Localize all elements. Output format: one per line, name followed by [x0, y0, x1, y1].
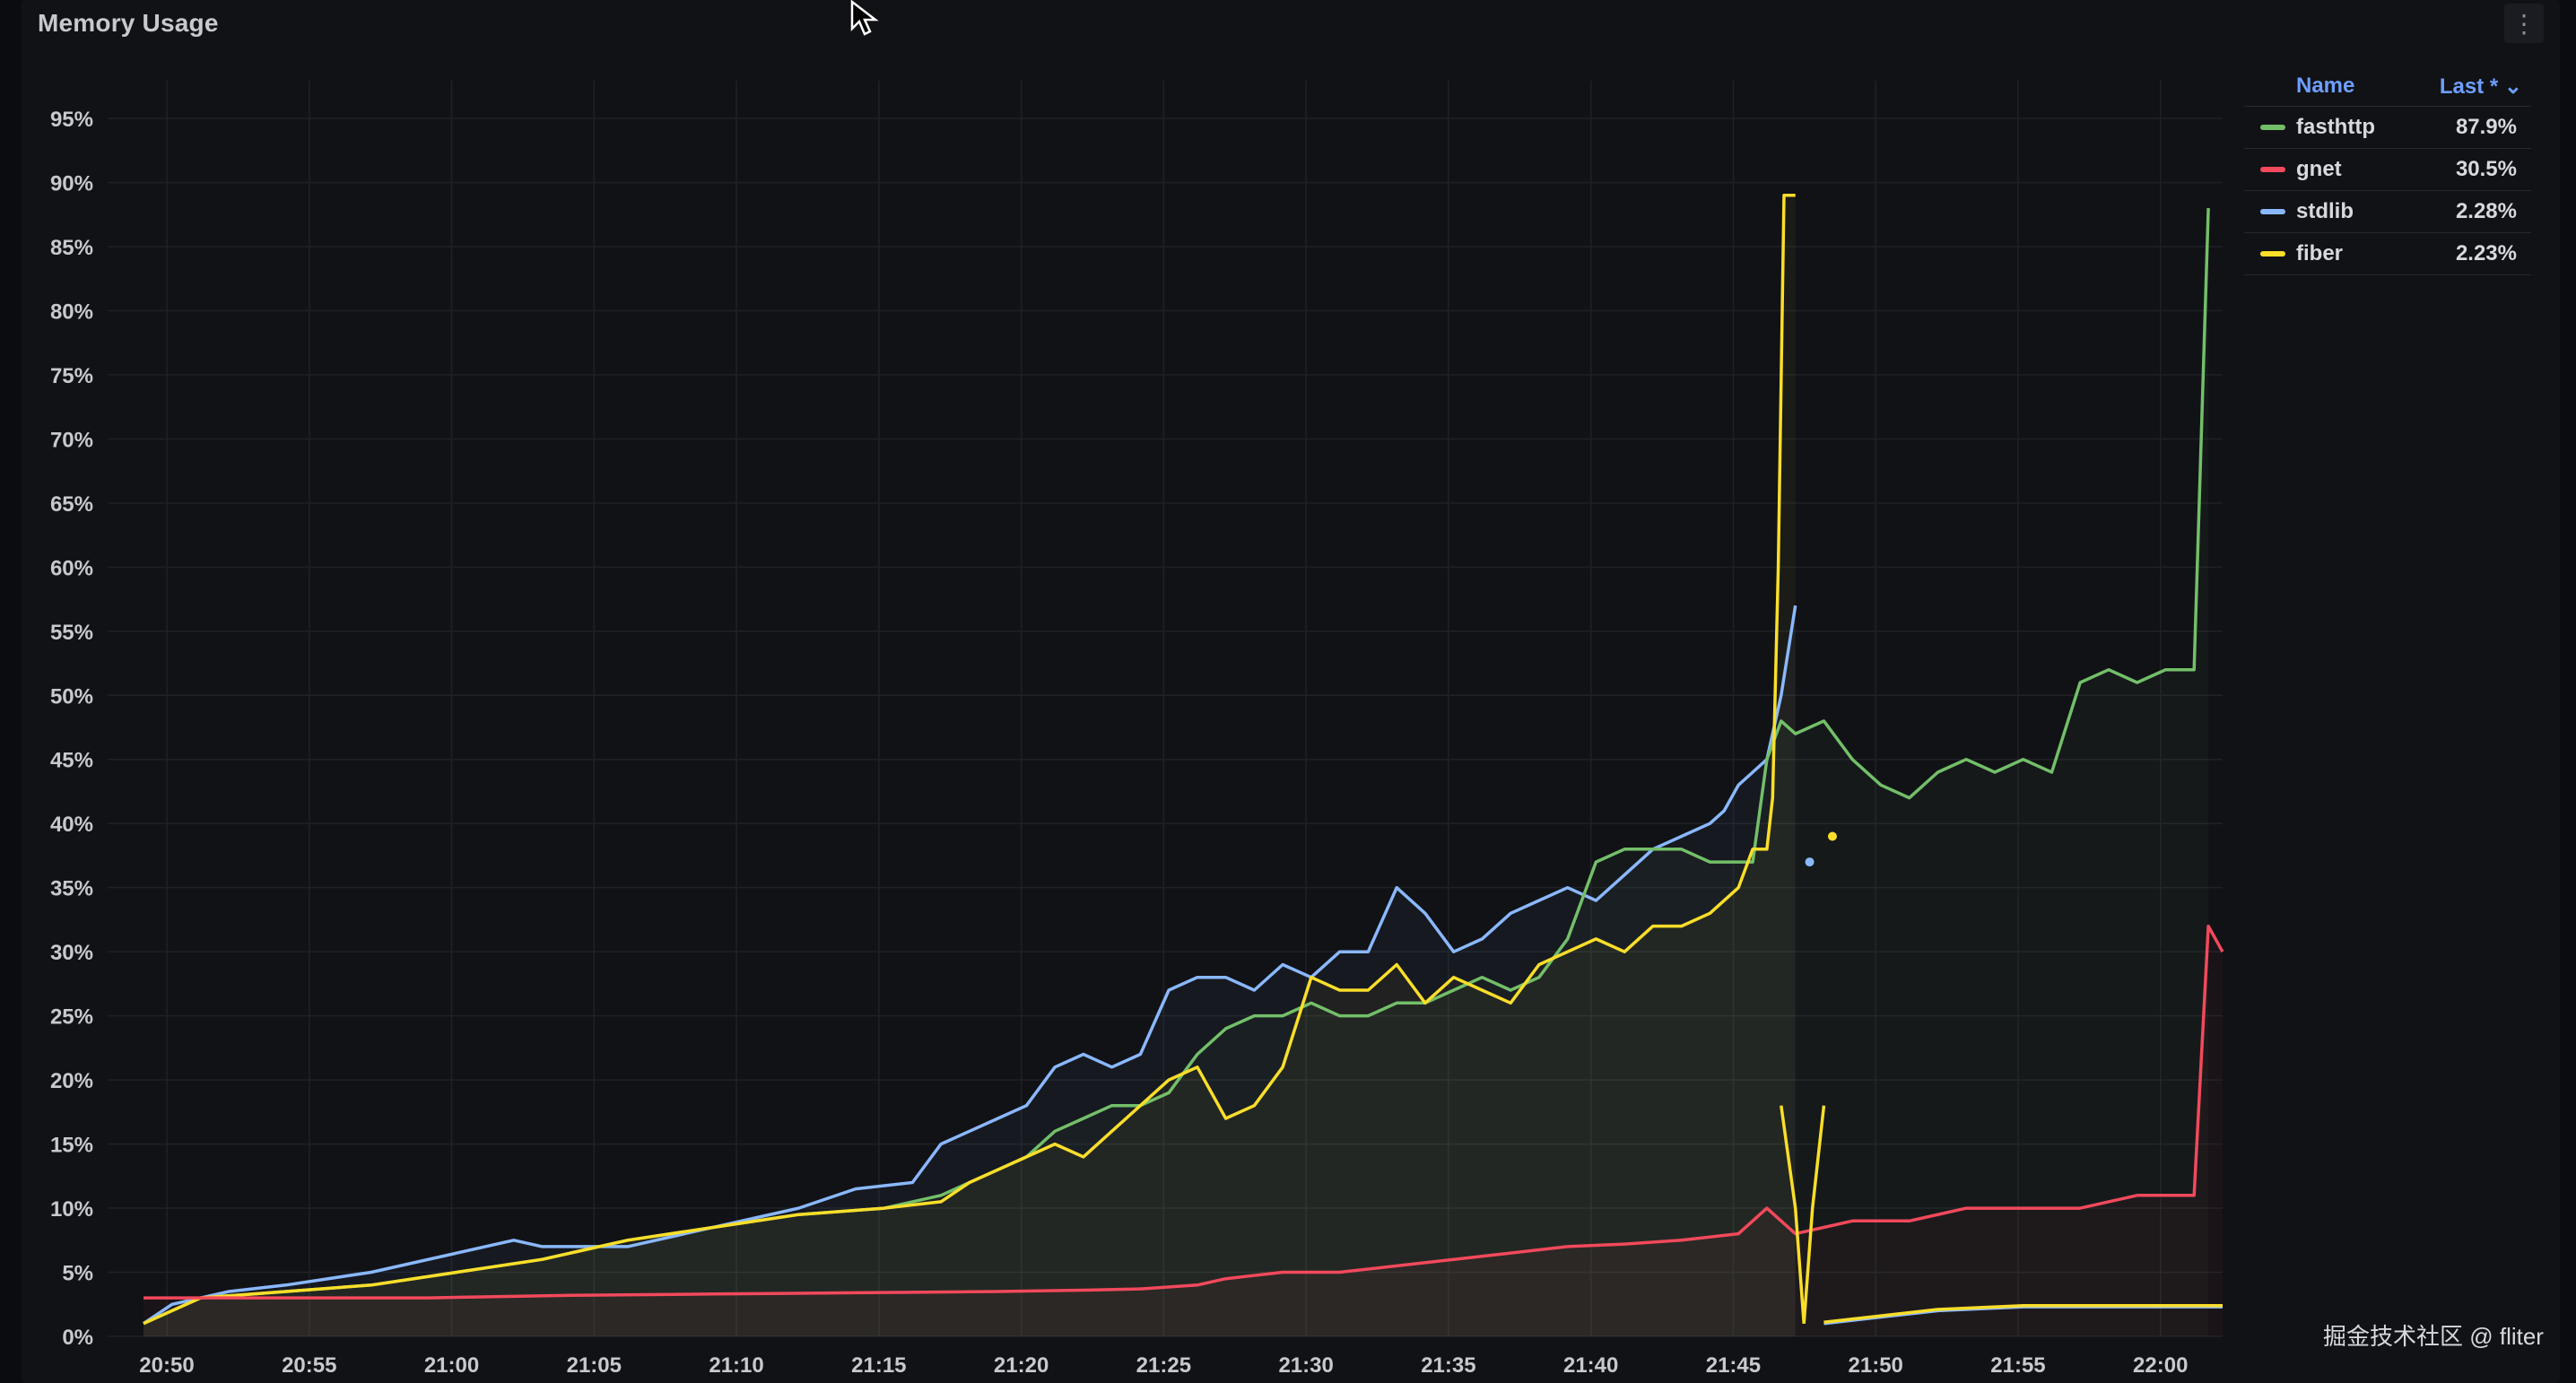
series-line-fiber: [143, 194, 1796, 1326]
y-tick-label: 60%: [50, 556, 93, 580]
y-tick-label: 10%: [50, 1197, 93, 1222]
kebab-menu-icon[interactable]: ⋮: [2504, 4, 2544, 43]
series-line-gnet: [144, 924, 2224, 1300]
legend-row-gnet[interactable]: gnet 30.5%: [2244, 149, 2531, 191]
y-tick-label: 50%: [50, 684, 93, 709]
legend-swatch: [2260, 167, 2285, 172]
legend-name-header[interactable]: Name: [2296, 74, 2355, 98]
y-tick-label: 55%: [50, 621, 93, 645]
legend-series-name: stdlib: [2296, 199, 2354, 223]
x-tick-label: 21:40: [1563, 1353, 1618, 1378]
x-tick-label: 21:55: [1990, 1353, 2045, 1378]
y-tick-label: 85%: [50, 236, 93, 260]
x-tick-label: 20:55: [282, 1353, 336, 1378]
legend-series-last: 2.23%: [2455, 241, 2517, 265]
y-tick-label: 95%: [50, 108, 93, 132]
legend-series-last: 30.5%: [2455, 157, 2517, 181]
y-tick-label: 45%: [50, 749, 93, 773]
series-area-fiber: [144, 195, 1796, 1336]
y-tick-label: 70%: [50, 428, 93, 452]
x-tick-label: 21:20: [994, 1353, 1049, 1378]
x-tick-label: 21:05: [567, 1353, 622, 1378]
legend-row-fiber[interactable]: fiber 2.23%: [2244, 233, 2531, 275]
x-tick-label: 21:25: [1136, 1353, 1191, 1378]
x-tick-label: 21:15: [851, 1353, 906, 1378]
x-tick-label: 21:50: [1849, 1353, 1903, 1378]
series-area-fasthttp: [144, 208, 2209, 1337]
stdlib-point: [1805, 857, 1815, 867]
y-tick-label: 40%: [50, 813, 93, 837]
y-tick-label: 15%: [50, 1134, 93, 1158]
mouse-cursor-icon: [850, 0, 879, 36]
watermark: 掘金技术社区 @ fliter: [2323, 1323, 2544, 1350]
y-tick-label: 30%: [50, 941, 93, 965]
legend-swatch: [2260, 209, 2285, 214]
x-tick-label: 21:00: [424, 1353, 479, 1378]
series-area-gnet: [144, 926, 2223, 1336]
x-tick-label: 21:10: [709, 1353, 763, 1378]
y-tick-label: 25%: [50, 1005, 93, 1030]
panel-title: Memory Usage: [38, 9, 219, 37]
x-tick-label: 21:45: [1706, 1353, 1761, 1378]
memory-usage-panel: [22, 0, 2560, 1383]
x-tick-label: 21:30: [1278, 1353, 1333, 1378]
legend-table: Name Last * ⌄ fasthttp 87.9% gnet 30.5% stdl…: [2244, 66, 2531, 275]
y-tick-label: 75%: [50, 364, 93, 388]
series-area-stdlib: [144, 605, 1796, 1336]
y-tick-label: 20%: [50, 1069, 93, 1093]
legend-rows: fasthttp 87.9% gnet 30.5% stdlib 2.28% fiber 2.…: [2244, 107, 2531, 275]
y-tick-label: 65%: [50, 492, 93, 517]
legend-header: Name Last * ⌄: [2244, 66, 2531, 107]
fiber-tail-line: [1823, 1303, 2223, 1325]
legend-swatch: [2260, 251, 2285, 257]
y-tick-label: 35%: [50, 877, 93, 901]
legend-series-last: 2.28%: [2455, 199, 2517, 223]
y-tick-label: 5%: [62, 1262, 93, 1286]
legend-last-header[interactable]: Last * ⌄: [2439, 74, 2522, 99]
y-tick-label: 90%: [50, 171, 93, 196]
y-tick-label: 0%: [62, 1326, 93, 1350]
legend-series-name: fasthttp: [2296, 115, 2375, 139]
fiber-spike-line: [1780, 1105, 1826, 1324]
x-tick-label: 21:35: [1421, 1353, 1475, 1378]
legend-row-fasthttp[interactable]: fasthttp 87.9%: [2244, 107, 2531, 149]
legend-series-name: fiber: [2296, 241, 2344, 265]
x-tick-label: 20:50: [139, 1353, 194, 1378]
legend-row-stdlib[interactable]: stdlib 2.28%: [2244, 191, 2531, 233]
y-tick-label: 80%: [50, 300, 93, 324]
legend-series-name: gnet: [2296, 157, 2342, 181]
legend-series-last: 87.9%: [2455, 115, 2517, 139]
x-tick-label: 22:00: [2133, 1353, 2188, 1378]
fiber-point: [1827, 831, 1837, 841]
legend-swatch: [2260, 125, 2285, 130]
